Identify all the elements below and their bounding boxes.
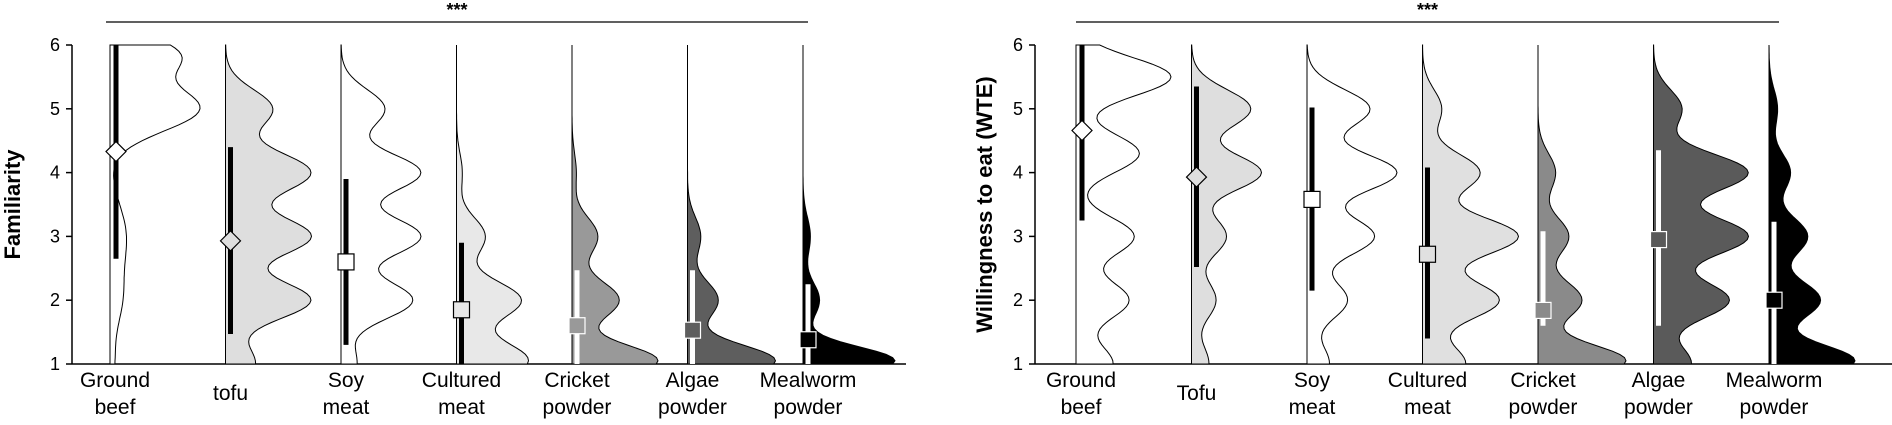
violin-half bbox=[1768, 44, 1856, 365]
category-label: powder bbox=[1624, 396, 1693, 419]
significance-label: *** bbox=[1417, 0, 1438, 20]
category-label: powder bbox=[1740, 396, 1809, 419]
category-label: Soy bbox=[328, 369, 365, 392]
mean-marker bbox=[799, 331, 817, 349]
y-tick-label: 5 bbox=[50, 99, 60, 119]
chart-panel-2: 1 2 3 4 5 6 Willingness to eat (WTE) *** Ground b… bbox=[972, 0, 1892, 419]
mean-marker bbox=[219, 230, 242, 252]
y-tick-label: 1 bbox=[1013, 354, 1023, 374]
violin-half bbox=[571, 45, 659, 365]
category-label: beef bbox=[1061, 396, 1102, 419]
violin-half bbox=[1075, 44, 1172, 365]
y-tick-label: 1 bbox=[50, 354, 60, 374]
violin-half bbox=[109, 44, 201, 365]
y-tick-label: 2 bbox=[50, 290, 60, 310]
y-axis-title: Willingness to eat (WTE) bbox=[972, 76, 997, 332]
mean-marker bbox=[1418, 245, 1437, 263]
violin-half bbox=[687, 45, 777, 365]
category-label: Mealworm bbox=[1726, 369, 1823, 392]
mean-marker bbox=[337, 253, 355, 271]
violin-half bbox=[1422, 44, 1520, 365]
category-label: Cricket bbox=[544, 369, 610, 392]
category-label: beef bbox=[95, 396, 136, 419]
category-label: Mealworm bbox=[760, 369, 857, 392]
category-label: Algae bbox=[666, 369, 720, 392]
category-label: meat bbox=[438, 396, 485, 419]
mean-marker bbox=[1765, 291, 1783, 309]
category-label: Ground bbox=[1046, 369, 1116, 392]
chart-panel-1: 1 2 3 4 5 6 Familiarity *** Ground beef tofu Soy mea… bbox=[0, 0, 906, 419]
mean-marker bbox=[1534, 301, 1552, 320]
y-axis-title: Familiarity bbox=[0, 149, 25, 260]
y-tick-label: 6 bbox=[50, 35, 60, 55]
category-label: Soy bbox=[1294, 369, 1331, 392]
category-label: powder bbox=[543, 396, 612, 419]
category-label: meat bbox=[1404, 396, 1451, 419]
category-label: Algae bbox=[1632, 369, 1686, 392]
category-label: Cultured bbox=[422, 369, 501, 392]
mean-marker bbox=[1649, 230, 1668, 249]
y-tick-label: 3 bbox=[1013, 226, 1023, 246]
category-label: Cricket bbox=[1510, 369, 1576, 392]
mean-marker bbox=[1303, 190, 1321, 208]
category-label: Cultured bbox=[1388, 369, 1467, 392]
y-tick-label: 3 bbox=[50, 226, 60, 246]
category-label: meat bbox=[1289, 396, 1336, 419]
violin-half bbox=[802, 45, 896, 365]
y-tick-label: 5 bbox=[1013, 99, 1023, 119]
category-label: powder bbox=[774, 396, 843, 419]
significance-label: *** bbox=[446, 0, 467, 20]
violin-half bbox=[225, 44, 313, 365]
mean-marker bbox=[1185, 166, 1208, 188]
y-tick-label: 6 bbox=[1013, 35, 1023, 55]
y-tick-label: 4 bbox=[1013, 163, 1023, 183]
category-label: tofu bbox=[213, 382, 248, 405]
category-label: meat bbox=[323, 396, 370, 419]
violin-half bbox=[1306, 44, 1398, 365]
violin-half bbox=[340, 44, 422, 365]
violin-half bbox=[1653, 44, 1750, 365]
y-tick-label: 4 bbox=[50, 163, 60, 183]
mean-marker bbox=[105, 140, 127, 163]
violin-half bbox=[1191, 44, 1263, 365]
category-label: powder bbox=[658, 396, 727, 419]
mean-marker bbox=[568, 317, 586, 335]
category-label: Ground bbox=[80, 369, 150, 392]
mean-marker bbox=[683, 321, 702, 339]
mean-marker bbox=[452, 301, 471, 319]
category-label: Tofu bbox=[1177, 382, 1217, 405]
category-label: powder bbox=[1509, 396, 1578, 419]
mean-marker bbox=[1071, 119, 1093, 142]
y-tick-label: 2 bbox=[1013, 290, 1023, 310]
